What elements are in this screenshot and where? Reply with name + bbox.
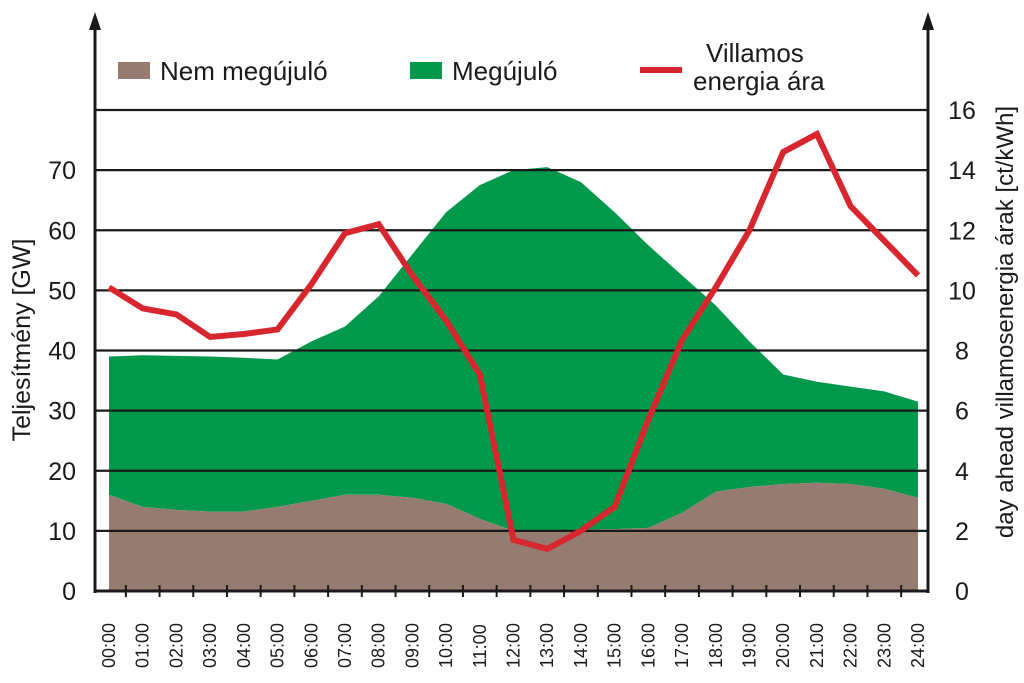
x-tick-label: 00:00 [99, 623, 119, 668]
x-tick-label: 14:00 [571, 623, 591, 668]
legend-swatch-megujulo [410, 62, 442, 79]
legend-label-price-line1: Villamos [706, 38, 804, 68]
x-tick-label: 13:00 [537, 623, 557, 668]
x-tick-label: 16:00 [638, 623, 658, 668]
x-tick-label: 05:00 [268, 623, 288, 668]
axes [89, 12, 934, 597]
y-tick-label: 50 [48, 277, 76, 305]
x-tick-label: 09:00 [402, 623, 422, 668]
y2-tick-label: 8 [955, 338, 969, 366]
legend-label-nem-megujulo: Nem megújuló [160, 56, 328, 86]
y-tick-label: 60 [48, 217, 76, 245]
x-tick-label: 23:00 [874, 623, 894, 668]
x-tick-label: 20:00 [773, 623, 793, 668]
x-tick-label: 02:00 [166, 623, 186, 668]
tick-labels: 0 10 20 30 40 50 60 70 0 2 4 6 8 10 12 14 16 00:00 01:00 02… [48, 97, 976, 668]
y-tick-label: 10 [48, 518, 76, 546]
x-tick-label: 12:00 [504, 623, 524, 668]
y2-axis-arrow-icon [922, 12, 934, 30]
area-megujulo [109, 167, 918, 531]
x-tick-label: 15:00 [605, 623, 625, 668]
x-tick-label: 22:00 [841, 623, 861, 668]
y2-tick-label: 0 [955, 578, 969, 606]
x-tick-label: 07:00 [335, 623, 355, 668]
x-tick-label: 17:00 [672, 623, 692, 668]
y2-tick-label: 4 [955, 458, 969, 486]
y2-tick-label: 6 [955, 398, 969, 426]
y-tick-label: 40 [48, 338, 76, 366]
y2-axis-title: day ahead villamosenergia árak [ct/kWh] [992, 106, 1019, 538]
x-tick-label: 10:00 [436, 623, 456, 668]
x-tick-label: 01:00 [133, 623, 153, 668]
legend-swatch-nem-megujulo [118, 62, 150, 79]
y2-tick-label: 16 [948, 97, 976, 125]
legend-label-megujulo: Megújuló [452, 56, 558, 86]
x-tick-label: 04:00 [234, 623, 254, 668]
x-tick-label: 08:00 [369, 623, 389, 668]
y-tick-label: 20 [48, 458, 76, 486]
y-tick-label: 0 [62, 578, 76, 606]
x-tick-label: 06:00 [301, 623, 321, 668]
x-tick-label: 03:00 [200, 623, 220, 668]
y-axis-arrow-icon [89, 12, 101, 30]
y2-tick-label: 12 [948, 217, 976, 245]
y-tick-label: 30 [48, 398, 76, 426]
y2-tick-label: 2 [955, 518, 969, 546]
price-line-layer [107, 129, 921, 553]
x-tick-label: 18:00 [706, 623, 726, 668]
y2-tick-label: 14 [948, 157, 976, 185]
y2-tick-label: 10 [948, 277, 976, 305]
x-tick-label: 21:00 [807, 623, 827, 668]
price-line [107, 129, 921, 553]
legend-label-price-line2: energia ára [693, 66, 825, 96]
x-tick-label: 24:00 [908, 623, 928, 668]
y-axis-title: Teljesítmény [GW] [8, 239, 36, 442]
legend: Nem megújuló Megújuló Villamos energia á… [118, 38, 825, 96]
x-tick-label: 11:00 [470, 624, 490, 668]
y-tick-label: 70 [48, 157, 76, 185]
x-tick-label: 19:00 [739, 623, 759, 668]
